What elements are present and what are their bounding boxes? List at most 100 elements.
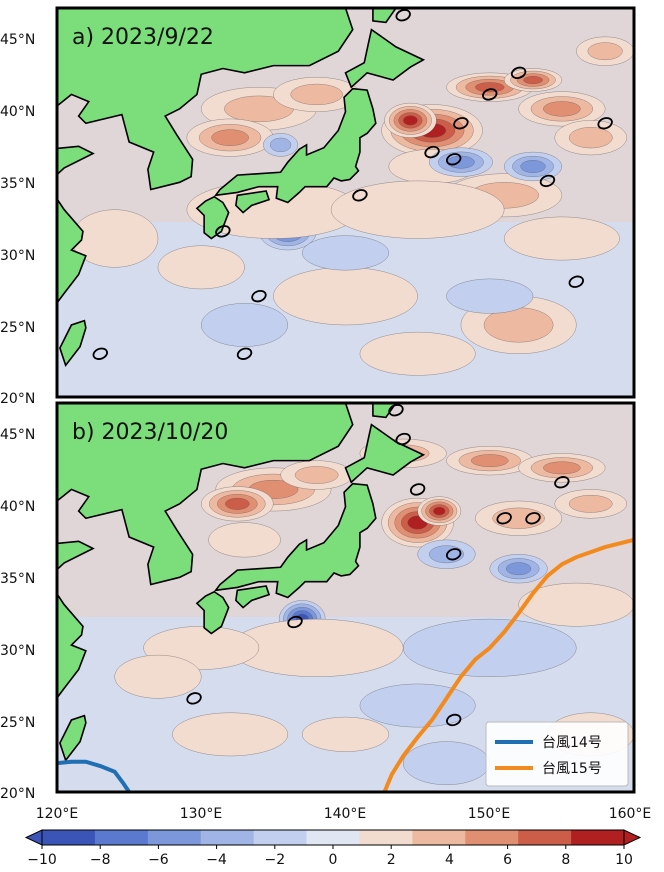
- anomaly-level: [475, 82, 505, 93]
- contour-loop: [597, 117, 613, 130]
- land-outline: [59, 714, 87, 762]
- contour-loop: [496, 512, 512, 525]
- contour-loop: [539, 174, 556, 188]
- anomaly-level: [301, 716, 390, 752]
- colorbar-segment: [42, 830, 96, 845]
- contour-loop: [236, 347, 253, 360]
- contour-loop: [424, 145, 440, 159]
- land-outline: [195, 195, 230, 240]
- contour-loop: [186, 692, 202, 705]
- panel-a-title: a) 2023/9/22: [72, 25, 214, 50]
- colorbar-extend-high: [623, 829, 642, 846]
- lat-tick-45: 45°N: [0, 427, 35, 443]
- colorbar-label: −6: [148, 852, 169, 868]
- lat-tick-35: 35°N: [0, 571, 35, 587]
- land-outline: [57, 403, 354, 700]
- contour-loop: [395, 432, 411, 446]
- contour-loop: [395, 9, 411, 22]
- panel-b: b) 2023/10/20 台風14号 台風15号: [55, 401, 636, 794]
- colorbar-segment: [253, 830, 308, 845]
- colorbar: −10 −8 −6 −4 −2 0 2 4 6 8 10: [24, 829, 642, 868]
- anomaly-level: [301, 235, 390, 271]
- contour-loop: [453, 117, 469, 130]
- lat-tick-30: 30°N: [0, 248, 35, 264]
- legend-label-typhoon14: 台風14号: [542, 735, 602, 751]
- contour-loop: [251, 289, 267, 303]
- anomaly-level: [172, 712, 289, 757]
- typhoon-tracks: [57, 537, 634, 792]
- land-outline: [213, 482, 377, 599]
- anomaly-level: [359, 683, 476, 728]
- contour-loop: [445, 153, 462, 166]
- zero-contours: [92, 9, 613, 360]
- anomaly-level: [114, 654, 202, 699]
- colorbar-label: 8: [561, 852, 570, 868]
- colorbar-segment: [94, 830, 149, 845]
- lon-tick-140: 140°E: [324, 806, 367, 822]
- colorbar-segment: [359, 830, 413, 845]
- anomaly-level: [294, 466, 339, 484]
- anomaly-level: [505, 562, 532, 576]
- lat-tick-35: 35°N: [0, 176, 35, 192]
- colorbar-segment: [306, 830, 360, 845]
- anomaly-level: [201, 303, 289, 347]
- land-outline: [344, 423, 426, 484]
- land-outline: [195, 590, 230, 635]
- anomaly-level: [359, 331, 476, 376]
- colorbar-segment: [518, 830, 572, 845]
- track-typhoon15: [382, 537, 634, 792]
- lat-tick-20: 20°N: [0, 391, 35, 407]
- land-outline: [344, 28, 426, 89]
- contour-loop: [482, 88, 498, 101]
- colorbar-extend-low: [24, 829, 43, 846]
- anomaly-level: [543, 101, 581, 117]
- anomaly-level: [157, 245, 245, 290]
- colorbar-label: −8: [90, 852, 111, 868]
- lat-tick-20: 20°N: [0, 786, 35, 802]
- lat-tick-45: 45°N: [0, 32, 35, 48]
- panel-a-title-bg: [64, 16, 260, 54]
- land-outline: [235, 190, 271, 214]
- colorbar-segment: [147, 830, 202, 845]
- lat-tick-40: 40°N: [0, 499, 35, 515]
- contour-loop: [445, 713, 462, 727]
- anomaly-level: [543, 461, 581, 475]
- anomaly-level: [273, 267, 418, 326]
- land-mass: [57, 8, 426, 367]
- anomaly-level: [492, 507, 545, 529]
- colorbar-segment: [465, 830, 519, 845]
- anomaly-level: [225, 497, 250, 510]
- contour-loop: [510, 66, 527, 80]
- contour-loop: [568, 275, 584, 288]
- land-outline: [57, 8, 354, 305]
- lon-tick-150: 150°E: [468, 806, 511, 822]
- panel-b-title-bg: [64, 411, 276, 449]
- panel-a: a) 2023/9/22: [55, 6, 636, 399]
- contour-loop: [352, 189, 368, 202]
- colorbar-segment: [200, 830, 255, 845]
- panel-b-frame: [55, 401, 636, 794]
- colorbar-segment: [571, 830, 625, 845]
- land-outline: [235, 585, 271, 609]
- colorbar-label: 10: [615, 852, 633, 868]
- colorbar-label: 0: [329, 852, 338, 868]
- zero-contours: [186, 404, 570, 727]
- lon-tick-130: 130°E: [180, 806, 223, 822]
- contour-loop: [388, 404, 404, 417]
- lat-ticks-a: 45°N 40°N 35°N 30°N 25°N 20°N: [0, 32, 35, 407]
- lon-tick-160: 160°E: [609, 806, 652, 822]
- colorbar-label: 4: [445, 852, 454, 868]
- land-outline: [59, 319, 87, 367]
- colorbar-segment: [412, 830, 466, 845]
- land-outline: [372, 8, 397, 24]
- anomaly-level: [587, 42, 623, 61]
- colorbar-label: −2: [264, 852, 285, 868]
- anomaly-level: [403, 115, 418, 126]
- land-outline: [372, 403, 397, 419]
- anomaly-level: [568, 494, 613, 513]
- lat-tick-30: 30°N: [0, 643, 35, 659]
- land-mass: [57, 403, 426, 762]
- land-outline: [213, 87, 377, 204]
- anomaly-level: [211, 129, 249, 146]
